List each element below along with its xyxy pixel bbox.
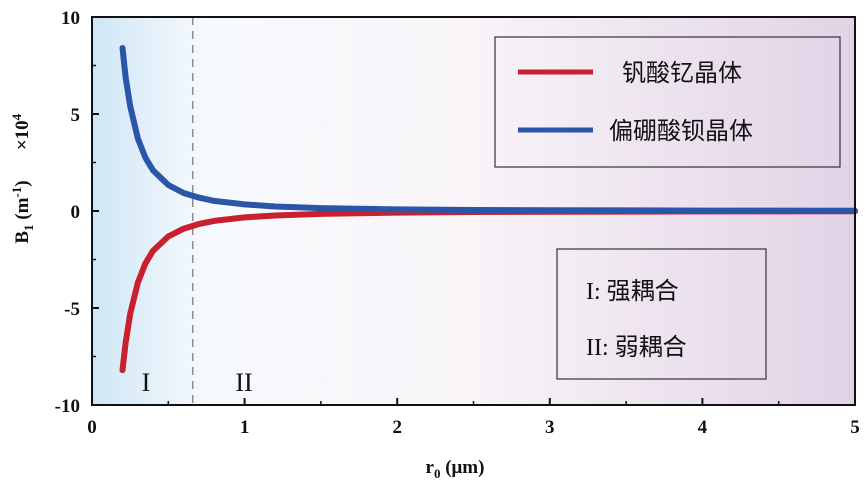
x-tick-label: 2 bbox=[392, 417, 402, 438]
y-tick-label: -10 bbox=[55, 396, 80, 417]
x-tick-label: 4 bbox=[698, 417, 708, 438]
y-scale-exponent: 4 bbox=[9, 113, 24, 120]
y-axis-label-unit-post: ) bbox=[12, 180, 33, 186]
coupling-annotation: I: 强耦合 II: 弱耦合 bbox=[556, 248, 767, 380]
annotation-strong-coupling: I: 强耦合 bbox=[586, 278, 679, 305]
legend: 钒酸钇晶体 偏硼酸钡晶体 bbox=[494, 36, 841, 168]
y-tick-label: -5 bbox=[64, 299, 80, 320]
y-tick-label: 0 bbox=[71, 202, 81, 223]
y-tick-label: 10 bbox=[61, 8, 80, 29]
x-tick-group: 0 1 2 3 4 5 bbox=[87, 398, 860, 438]
x-tick-label: 0 bbox=[87, 417, 97, 438]
x-axis-label: r0 (μm) bbox=[426, 457, 485, 481]
y-axis-label: B1 (m-1) bbox=[9, 180, 36, 243]
y-axis-label-main: B bbox=[12, 231, 33, 244]
x-tick-label: 5 bbox=[850, 417, 860, 438]
x-tick-label: 1 bbox=[240, 417, 250, 438]
legend-label-vanadate: 钒酸钇晶体 bbox=[622, 59, 742, 87]
y-axis-label-unit-pre: (m bbox=[12, 197, 33, 224]
series-layer bbox=[119, 45, 858, 374]
x-axis-label-sub: 0 bbox=[434, 466, 441, 481]
y-scale-prefix: ×10 bbox=[12, 120, 33, 150]
x-axis-label-main: r bbox=[426, 457, 435, 478]
region-label-weak: II bbox=[235, 368, 252, 397]
y-tick-group: 10 5 0 -5 -10 bbox=[55, 8, 99, 417]
legend-box bbox=[494, 36, 841, 168]
y-tick-label: 5 bbox=[71, 105, 81, 126]
coupling-annotation-box bbox=[556, 248, 767, 380]
x-axis-label-unit: (μm) bbox=[440, 457, 484, 478]
y-axis-label-unit-sup: -1 bbox=[9, 187, 24, 198]
series-line-1 bbox=[119, 45, 858, 214]
legend-label-borate: 偏硼酸钡晶体 bbox=[609, 117, 753, 145]
y-scale-factor: ×104 bbox=[9, 113, 33, 150]
y-axis-label-sub: 1 bbox=[21, 224, 36, 231]
annotation-weak-coupling: II: 弱耦合 bbox=[586, 334, 687, 361]
region-label-strong: I bbox=[142, 368, 151, 397]
x-tick-label: 3 bbox=[545, 417, 555, 438]
